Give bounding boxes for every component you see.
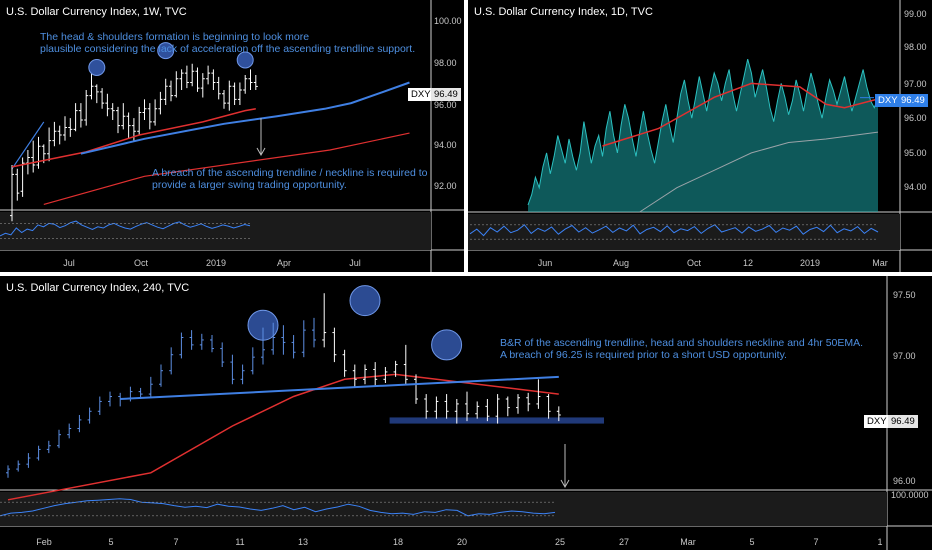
- weekly-y-tick: 98.00: [434, 58, 457, 68]
- daily-y-tick: 98.00: [904, 42, 927, 52]
- daily-y-tick: 97.00: [904, 79, 927, 89]
- four-hour-x-tick: 1: [877, 537, 883, 547]
- daily-y-tick: 94.00: [904, 182, 927, 192]
- daily-last-price-tag: 96.49: [898, 94, 928, 107]
- moving-average-line: [43, 132, 410, 205]
- four-hour-y-tick: 97.00: [893, 351, 916, 361]
- weekly-x-tick: Oct: [133, 258, 149, 268]
- oscillator-line: [0, 220, 251, 237]
- weekly-x-tick: Apr: [276, 258, 292, 268]
- ascending-trendline: [80, 81, 410, 155]
- four-hour-y-tick: 96.00: [893, 476, 916, 486]
- oscillator-pane: [468, 214, 900, 250]
- price-area-fill: [528, 59, 878, 212]
- four-hour-x-tick: 18: [392, 537, 404, 547]
- neckline-support-zone: [389, 417, 604, 424]
- daily-chart-panel: U.S. Dollar Currency Index, 1D, TVC DXY …: [468, 0, 932, 272]
- trendline-segment: [11, 121, 45, 170]
- four-hour-annotation-line1: B&R of the ascending trendline, head and…: [500, 337, 864, 349]
- shoulder-head-marker: [88, 59, 106, 76]
- four-hour-chart-canvas: [0, 276, 932, 550]
- oscillator-pane: [0, 212, 431, 250]
- four-hour-annotation-line2: A breach of 96.25 is required prior to a…: [500, 349, 787, 361]
- weekly-symbol-tag: DXY: [408, 88, 434, 101]
- daily-symbol-tag: DXY: [875, 94, 901, 107]
- weekly-y-tick: 96.00: [434, 100, 457, 110]
- shoulder-head-marker: [157, 42, 175, 60]
- weekly-last-price-tag: 96.49: [431, 88, 461, 101]
- four-hour-chart-title: U.S. Dollar Currency Index, 240, TVC: [6, 282, 190, 294]
- daily-y-tick: 95.00: [904, 148, 927, 158]
- four-hour-x-tick: 7: [173, 537, 179, 547]
- daily-x-tick: 2019: [799, 258, 821, 268]
- head-and-shoulders-marker: [349, 285, 381, 317]
- daily-chart-canvas: [468, 0, 932, 272]
- weekly-x-tick: Jul: [63, 258, 75, 268]
- oscillator-line: [0, 498, 556, 517]
- daily-x-tick: Jun: [537, 258, 553, 268]
- daily-x-tick: Mar: [872, 258, 888, 268]
- weekly-y-tick: 92.00: [434, 181, 457, 191]
- daily-x-tick: Oct: [686, 258, 702, 268]
- moving-average-line: [639, 131, 879, 213]
- four-hour-y-tick: 97.50: [893, 290, 916, 300]
- weekly-annotation-bottom-line1: A breach of the ascending trendline / ne…: [152, 167, 428, 179]
- weekly-x-tick: Jul: [349, 258, 361, 268]
- four-hour-x-tick: Mar: [680, 537, 696, 547]
- ema-line: [602, 82, 879, 147]
- daily-chart-title: U.S. Dollar Currency Index, 1D, TVC: [474, 6, 653, 18]
- four-hour-x-tick: 13: [297, 537, 309, 547]
- four-hour-osc-label: 100.0000: [891, 490, 929, 500]
- weekly-x-tick: 2019: [205, 258, 227, 268]
- four-hour-x-tick: 7: [813, 537, 819, 547]
- ema-line: [11, 108, 256, 168]
- four-hour-x-tick: 5: [108, 537, 114, 547]
- four-hour-x-tick: 20: [456, 537, 468, 547]
- weekly-annotation-bottom-line2: provide a larger swing trading opportuni…: [152, 179, 347, 191]
- daily-y-tick: 96.00: [904, 113, 927, 123]
- weekly-chart-canvas: [0, 0, 464, 272]
- four-hour-x-tick: 27: [618, 537, 630, 547]
- head-and-shoulders-marker: [431, 329, 463, 361]
- four-hour-last-price-tag: 96.49: [888, 415, 918, 428]
- target-arrow-head: [560, 479, 570, 489]
- four-hour-x-tick: 5: [749, 537, 755, 547]
- weekly-chart-panel: U.S. Dollar Currency Index, 1W, TVC The …: [0, 0, 464, 272]
- target-arrow-head: [256, 147, 266, 157]
- shoulder-head-marker: [236, 51, 254, 69]
- weekly-annotation-top-line2: plausible considering the lack of accele…: [40, 43, 416, 55]
- daily-y-tick: 99.00: [904, 9, 927, 19]
- four-hour-x-tick: 11: [235, 537, 245, 547]
- four-hour-chart-panel: U.S. Dollar Currency Index, 240, TVC B&R…: [0, 276, 932, 550]
- weekly-y-tick: 100.00: [434, 16, 462, 26]
- daily-x-tick: 12: [742, 258, 754, 268]
- weekly-chart-title: U.S. Dollar Currency Index, 1W, TVC: [6, 6, 187, 18]
- four-hour-x-tick: 25: [554, 537, 566, 547]
- ascending-trendline: [120, 375, 559, 400]
- price-area-line: [527, 58, 879, 206]
- ema-50-line: [7, 373, 559, 501]
- daily-x-tick: Aug: [612, 258, 630, 268]
- four-hour-x-tick: Feb: [36, 537, 52, 547]
- four-hour-symbol-tag: DXY: [864, 415, 890, 428]
- weekly-y-tick: 94.00: [434, 140, 457, 150]
- oscillator-line: [469, 224, 879, 237]
- weekly-annotation-top-line1: The head & shoulders formation is beginn…: [40, 31, 310, 43]
- oscillator-pane: [0, 492, 887, 526]
